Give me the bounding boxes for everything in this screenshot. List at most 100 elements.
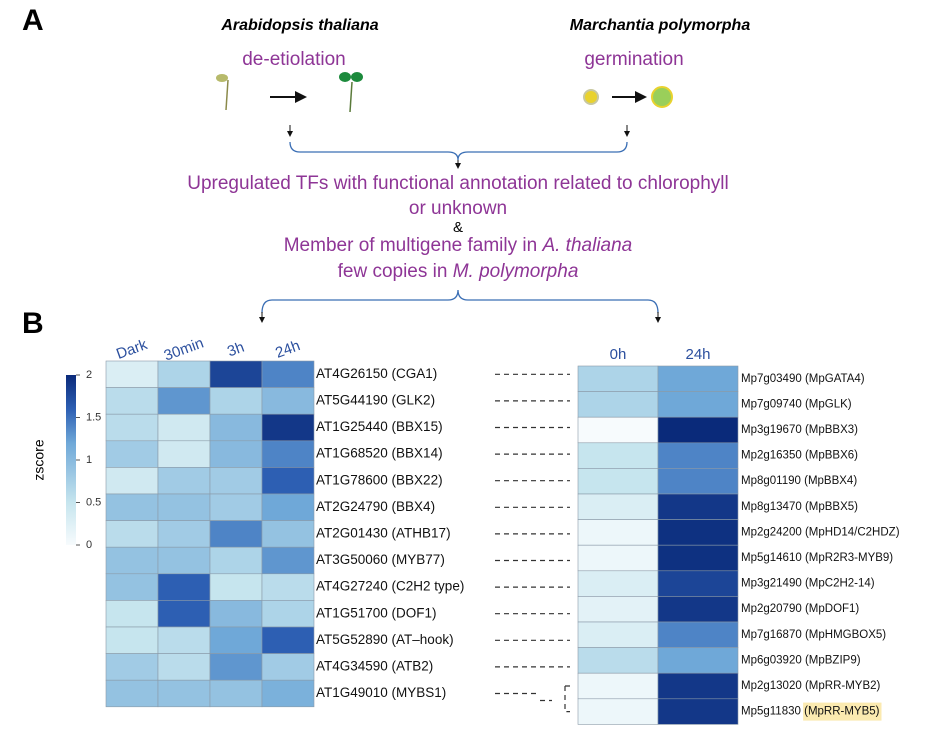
gene-id: Mp3g21490 [741,578,802,590]
row-label: Mp7g03490 (MpGATA4) [741,373,865,385]
row-label: AT2G01430 (ATHB17) [316,525,451,540]
highlight [803,702,882,721]
gene-id: Mp3g19670 [741,424,802,436]
heatmap-cell [209,413,263,442]
panel-label: B [22,307,44,340]
heatmap-cell [105,520,159,548]
heatmap-cell [657,672,739,700]
gene-id: Mp6g03920 [741,654,802,666]
species: Arabidopsis thaliana [220,17,378,34]
heatmap-cell [157,413,211,442]
heatmap-cell [209,653,263,681]
heatmap-cell [577,391,659,418]
gene-id: Mp8g01190 [741,475,801,487]
gene-id: Mp2g13020 [741,680,802,692]
heatmap-cell [657,647,739,674]
heatmap-cell [657,365,739,392]
colorbar [66,375,76,545]
heatmap-cell [577,519,659,546]
heatmap-cell [157,626,211,654]
heatmap-cell [157,573,211,601]
colorbar-label: zscore [31,439,47,480]
row-label: AT1G25440 (BBX15) [316,419,443,434]
heatmap-cell [657,570,739,597]
heatmap-cell [577,570,659,597]
panel-label: A [22,4,44,37]
colorbar-tick-label: 1.5 [86,411,101,423]
row-label: Mp6g03920 (MpBZIP9) [741,654,861,666]
heatmap-cell [157,679,211,708]
heatmap-cell [657,391,739,418]
criterion: Member of multigene family in A. thalian… [284,235,633,256]
gene-id: Mp8g13470 [741,501,802,513]
heatmap-cell [577,416,659,444]
row-label: Mp2g13020 (MpRR-MYB2) [741,680,881,692]
heatmap-cell [157,387,211,415]
heatmap-cell [577,698,659,725]
column-label: 0h [610,346,627,363]
column-label: 24h [685,346,710,363]
gene-name: (MpRR-MYB2) [805,680,881,692]
heatmap-cell [105,679,159,708]
gene-id: Mp2g24200 [741,526,802,538]
heatmap-cell [209,440,263,468]
heatmap-cell [261,387,315,415]
heatmap-cell [577,365,659,392]
heatmap-cell [157,440,211,468]
row-label: Mp7g09740 (MpGLK) [741,398,852,410]
heatmap-cell [577,442,659,469]
heatmap-cell [157,467,211,495]
icons [216,72,673,323]
row-label: AT1G51700 (DOF1) [316,605,437,620]
column-label: 24h [273,337,302,362]
row-label: Mp2g20790 (MpDOF1) [741,603,859,615]
heatmap-cell [105,387,159,415]
criterion: Upregulated TFs with functional annotati… [187,173,728,194]
heatmap-cell [657,544,739,572]
row-label: AT4G27240 (C2H2 type) [316,579,464,594]
row-label: Mp8g01190 (MpBBX4) [741,475,857,487]
heatmap-cell [261,573,315,601]
row-label: Mp2g16350 (MpBBX6) [741,450,858,462]
heatmap-cell [261,520,315,548]
text: M. polymorpha [453,261,579,282]
row-label: AT5G52890 (AT–hook) [316,632,454,647]
heatmap-cell [157,493,211,521]
heatmap-cell [209,387,263,415]
and: & [453,219,463,236]
heatmap-cell [261,493,315,521]
gene-name: (MpGLK) [805,398,852,410]
heatmap-cell [105,413,159,442]
row-label: AT1G68520 (BBX14) [316,446,443,461]
row-label: Mp5g14610 (MpR2R3-MYB9) [741,552,893,564]
text: few copies in [338,261,453,282]
row-label: AT4G34590 (ATB2) [316,658,433,673]
process: germination [584,49,683,70]
heatmap-cell [209,546,263,575]
process: de-etiolation [242,49,346,70]
heatmap-cell [105,440,159,468]
heatmap-cell [577,647,659,674]
colorbar-tick-label: 2 [86,369,92,381]
heatmap-cell [657,596,739,623]
heatmap-cell [261,413,315,442]
heatmap-cell [261,440,315,468]
gene-name: (MpBBX5) [805,501,858,513]
heatmap-cell [209,520,263,548]
heatmap-cell [209,493,263,521]
gene-name: (MpBBX4) [804,475,857,487]
row-label: AT3G50060 (MYB77) [316,552,445,567]
heatmap-cell [157,600,211,628]
colorbar-tick-label: 1 [86,454,92,466]
heatmap-cell [209,626,263,654]
gene-id: Mp7g16870 [741,629,802,641]
heatmap-cell [105,600,159,628]
heatmap-cell [577,621,659,648]
colorbar-tick-label: 0 [86,539,92,551]
heatmap-cell [157,653,211,681]
colorbar-tick-label: 0.5 [86,496,101,508]
row-label: AT1G78600 (BBX22) [316,472,443,487]
heatmap-cell [261,546,315,575]
row-label: AT4G26150 (CGA1) [316,366,437,381]
